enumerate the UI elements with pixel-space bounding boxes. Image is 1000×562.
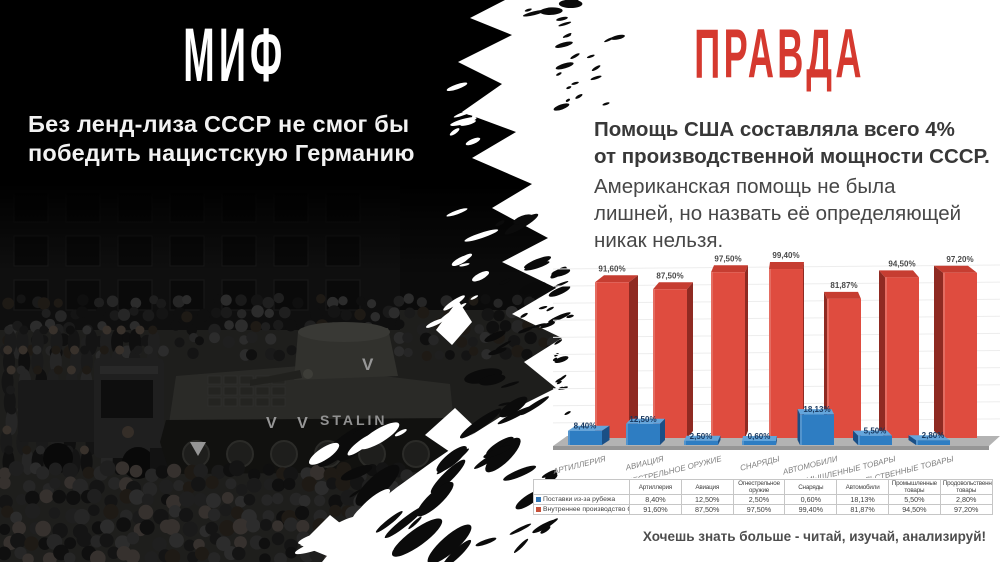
table-value-cell: 2,80% [939, 494, 993, 505]
tank-hull-v-marks: V V [266, 415, 316, 432]
table-value-cell: 5,50% [887, 494, 941, 505]
table-value-cell: 91,60% [629, 504, 682, 515]
table-value-cell: 18,13% [836, 494, 889, 505]
chart-floor-edge [553, 446, 989, 450]
truth-lead-regular: Американская помощь не была лишней, но н… [594, 173, 961, 254]
legend-cell: Внутреннее производство СССР [533, 504, 630, 515]
table-row: Внутреннее производство СССР91,60%87,50%… [533, 504, 993, 515]
table-category-header: Автомобили [836, 479, 889, 495]
bar-label-domestic: 91,60% [598, 264, 625, 273]
bar-foreign [797, 409, 834, 445]
myth-title: МИФ [183, 11, 287, 98]
call-to-action: Хочешь знать больше - читай, изучай, ана… [642, 529, 986, 544]
myth-statement: Без ленд-лиза СССР не смог бы победить н… [28, 110, 448, 168]
table-row: Поставки из-за рубежа 8,40% 12,50% 2,50% 0,6… [533, 494, 993, 505]
myth-statement-line1: Без ленд-лиза СССР не смог бы [28, 111, 410, 137]
truth-lead-bold-line2: от производственной мощности СССР. [594, 145, 990, 168]
table-header-row: Артиллерия Авиация Огнестрельное оружие Сна… [533, 479, 993, 495]
bar-label-foreign: 0,60% [748, 432, 771, 441]
bar-label-foreign: 5,50% [864, 427, 887, 436]
myth-statement-line2: победить нацистскую Германию [28, 140, 415, 166]
bar-label-foreign: 12,50% [629, 415, 656, 424]
bar-label-foreign: 18,13% [803, 405, 830, 414]
bar-label-domestic: 81,87% [830, 281, 857, 290]
legend-swatch-icon [536, 506, 541, 512]
legend-cell: Поставки из-за рубежа [533, 494, 630, 505]
truth-lead-line2: лишней, но назвать её определяющей [594, 202, 962, 225]
bar-domestic [879, 270, 919, 438]
bar-domestic [595, 275, 638, 438]
table-corner-cell [533, 479, 630, 495]
table-value-cell: 8,40% [629, 494, 682, 505]
bar-label-foreign: 2,50% [690, 432, 713, 441]
truth-title: ПРАВДА [694, 16, 866, 94]
table-category-header: Продовольственные товары [939, 479, 993, 495]
bar-label-domestic: 97,50% [714, 254, 741, 263]
table-category-header: Промышленные товары [887, 479, 941, 495]
table-value-cell: 99,40% [784, 504, 838, 515]
table-value-cell: 81,87% [836, 504, 889, 515]
legend-swatch-icon [536, 496, 541, 502]
truth-lead-line1: Американская помощь не была [594, 175, 896, 198]
bar-domestic [934, 265, 977, 438]
table-value-cell: 0,60% [784, 494, 838, 505]
table-value-cell: 12,50% [680, 494, 734, 505]
bar-domestic [711, 265, 748, 438]
table-value-cell: 97,50% [732, 504, 786, 515]
category-axis-label: СНАРЯДЫ [739, 454, 780, 472]
bar-label-domestic: 99,40% [772, 251, 799, 260]
truck-illustration [18, 358, 164, 479]
chart-data-table: Артиллерия Авиация Огнестрельное оружие Сна… [533, 479, 993, 515]
table-value-cell: 97,20% [939, 504, 993, 515]
table-category-header: Артиллерия [629, 479, 682, 495]
category-axis-label: АРТИЛЛЕРИЯ [553, 454, 607, 476]
table-value-cell: 2,50% [732, 494, 786, 505]
bar-label-domestic: 97,20% [946, 255, 973, 264]
bar-label-foreign: 8,40% [574, 422, 597, 431]
table-category-header: Снаряды [784, 479, 838, 495]
bar-domestic [653, 282, 693, 438]
truth-lead-bold: Помощь США составляла всего 4% от произв… [594, 116, 990, 170]
table-value-cell: 87,50% [680, 504, 734, 515]
table-category-header: Авиация [680, 479, 734, 495]
lend-lease-share-chart: 91,60% 87,50% 97,50% 99,40% 81,87% 94,50% 97,2… [553, 251, 1000, 478]
table-category-header: Огнестрельное оружие [732, 479, 786, 495]
bar-label-domestic: 94,50% [888, 259, 915, 268]
bar-label-foreign: 2,80% [922, 431, 945, 440]
truth-lead-bold-line1: Помощь США составляла всего 4% [594, 118, 955, 141]
bar-label-domestic: 87,50% [656, 271, 683, 280]
table-value-cell: 94,50% [887, 504, 941, 515]
